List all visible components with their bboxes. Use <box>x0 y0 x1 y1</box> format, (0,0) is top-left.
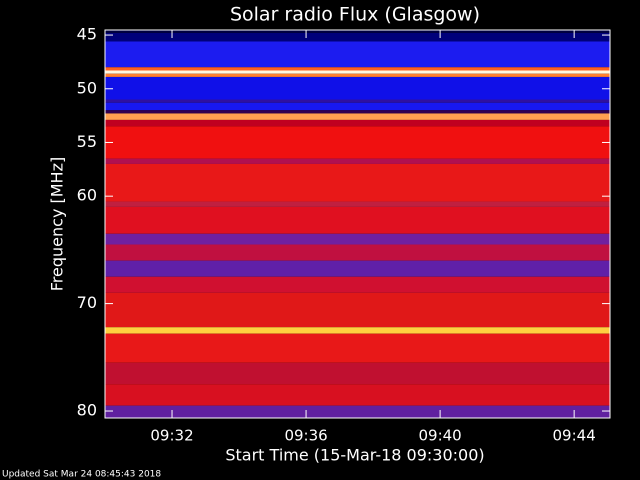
spectrum-band <box>105 41 610 68</box>
spectrum-band <box>105 276 610 293</box>
spectrum-band <box>105 119 610 127</box>
y-tick-label: 45 <box>77 25 97 44</box>
spectrum-band <box>105 292 610 328</box>
spectrum-band <box>105 126 610 159</box>
y-tick-label: 55 <box>77 132 97 151</box>
spectrum-band <box>105 99 610 103</box>
spectrum-band <box>105 206 610 234</box>
spectrum-band <box>105 70 610 74</box>
y-tick-label: 60 <box>77 186 97 205</box>
spectrum-band <box>105 73 610 77</box>
plot-frame <box>104 29 611 419</box>
spectrum-band <box>105 158 610 164</box>
footer: Updated Sat Mar 24 08:45:43 2018 <box>2 470 161 480</box>
spectrum-band <box>105 405 610 418</box>
x-tick-label: 09:44 <box>553 427 596 445</box>
y-tick-label: 70 <box>77 293 97 312</box>
spectrum-band <box>105 362 610 385</box>
x-tick-label: 09:32 <box>150 427 193 445</box>
spectrum-band <box>105 32 610 42</box>
spectrum-band <box>105 102 610 111</box>
x-tick-label: 09:36 <box>284 427 327 445</box>
spectrum-band <box>105 201 610 207</box>
spectrum-band <box>105 260 610 277</box>
spectrum-band <box>105 333 610 363</box>
spectrum-band <box>105 67 610 71</box>
spectrum-band <box>105 384 610 406</box>
spectrum-band <box>105 113 610 120</box>
spectrum-band <box>105 233 610 245</box>
spectrum-band <box>105 76 610 100</box>
x-axis-label: Start Time (15-Mar-18 09:30:00) <box>225 446 484 465</box>
spectrum-band <box>105 30 610 33</box>
spectrum-band <box>105 244 610 261</box>
y-tick-label: 50 <box>77 78 97 97</box>
x-tick-label: 09:40 <box>418 427 461 445</box>
y-axis-label: Frequency [MHz] <box>48 157 67 291</box>
spectrum-band <box>105 110 610 114</box>
spectrum-band <box>105 327 610 334</box>
spectrum-band <box>105 163 610 202</box>
chart-title: Solar radio Flux (Glasgow) <box>230 4 480 26</box>
y-tick-label: 80 <box>77 401 97 420</box>
